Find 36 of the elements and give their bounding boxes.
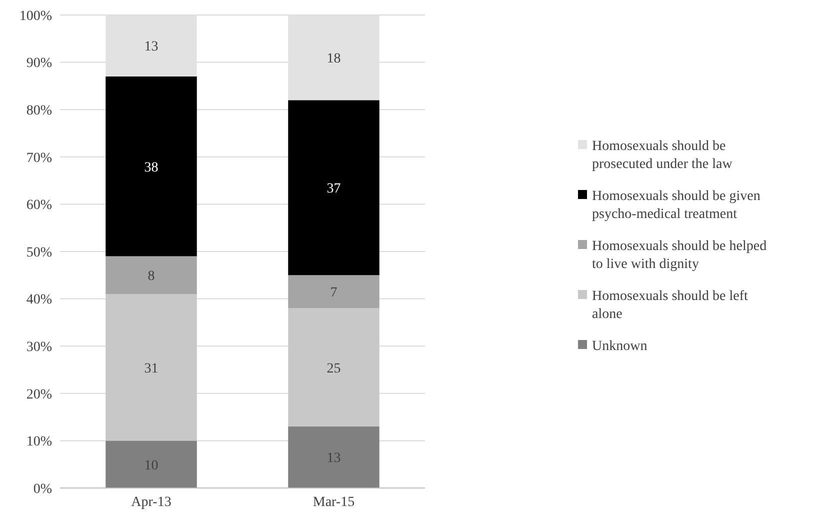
data-label: 37 xyxy=(326,182,341,197)
data-label: 10 xyxy=(144,458,158,474)
data-label: 38 xyxy=(144,160,158,176)
bar xyxy=(288,275,380,308)
y-tick-label: 100% xyxy=(19,8,52,24)
legend-label: Homosexuals should be given psycho-medical treatment xyxy=(592,189,760,222)
data-label: 13 xyxy=(326,451,341,466)
y-tick-label: 70% xyxy=(26,150,52,166)
legend-label: Homosexuals should be prosecuted under the law xyxy=(592,139,734,172)
x-tick-label: Mar-15 xyxy=(312,495,355,510)
bar xyxy=(106,76,197,256)
y-tick-label: 40% xyxy=(26,292,52,308)
bar xyxy=(288,308,380,427)
data-label: 18 xyxy=(326,51,341,66)
y-tick-label: 60% xyxy=(26,198,52,214)
legend-label: Homosexuals should be left alone xyxy=(592,289,748,322)
data-label: 8 xyxy=(148,269,155,284)
y-tick-label: 0% xyxy=(33,482,52,497)
y-tick-label: 30% xyxy=(26,340,52,355)
y-tick-label: 20% xyxy=(26,387,52,402)
data-label: 7 xyxy=(330,286,338,301)
data-label: 31 xyxy=(144,361,158,376)
bar xyxy=(288,426,380,488)
y-tick-label: 80% xyxy=(26,104,52,118)
y-tick-label: 90% xyxy=(26,56,52,72)
bar xyxy=(106,256,197,294)
legend-label: Homosexuals should be helped to live with dignity xyxy=(592,239,767,272)
legend-label: Unknown xyxy=(592,339,648,354)
y-tick-label: 10% xyxy=(26,434,52,450)
data-label: 13 xyxy=(144,40,158,55)
bar xyxy=(106,440,197,488)
bar xyxy=(288,100,380,276)
y-tick-label: 50% xyxy=(26,245,52,260)
bar xyxy=(106,294,197,441)
x-tick-label: Apr-13 xyxy=(131,495,172,510)
data-label: 25 xyxy=(326,361,341,376)
